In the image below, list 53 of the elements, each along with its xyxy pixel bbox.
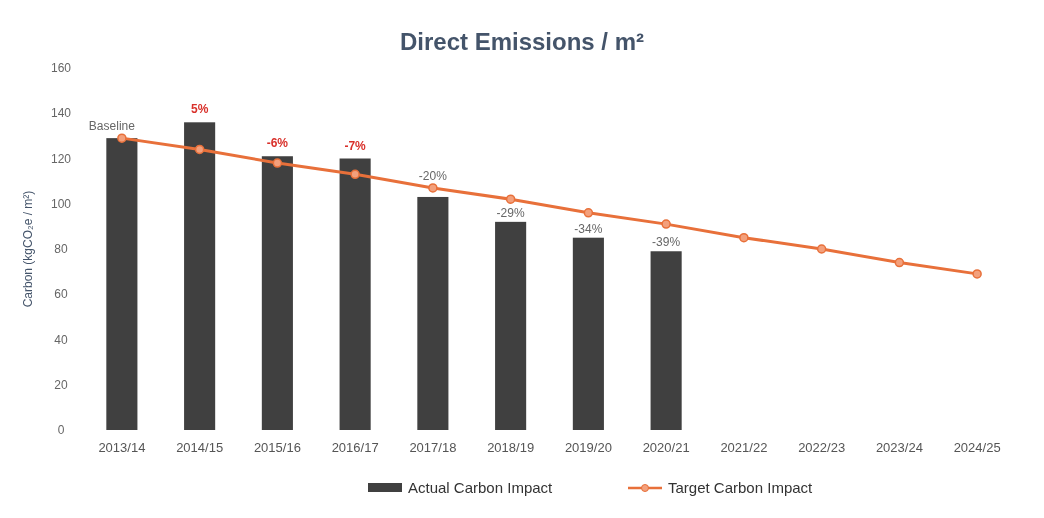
point: [428, 183, 438, 193]
annotation: 5%: [190, 102, 209, 117]
annotation: -39%: [652, 235, 681, 250]
y-axis-title: Carbon (kgCO₂e / m²): [21, 190, 35, 308]
point: [350, 169, 360, 180]
y-tick-label: 0: [57, 423, 65, 437]
point: [583, 208, 594, 218]
x-tick-label: 2021/22: [720, 440, 768, 455]
x-tick-label: 2013/14: [98, 440, 146, 455]
bar: [495, 221, 527, 430]
annotation: -20%: [418, 168, 448, 183]
x-tick-label: 2023/24: [875, 440, 923, 455]
bar: [184, 122, 216, 430]
x-tick-label: 2015/16: [253, 440, 301, 455]
bar: [106, 138, 138, 430]
x-tick-label: 2016/17: [331, 440, 379, 455]
y-tick-label: 20: [54, 377, 68, 392]
legend-label: Actual Carbon Impact: [408, 479, 554, 496]
y-tick-label: 40: [54, 332, 68, 347]
bar: [650, 251, 682, 430]
point: [739, 232, 749, 243]
point: [972, 269, 982, 279]
x-tick-label: 2020/21: [642, 440, 690, 455]
annotation: -34%: [574, 221, 603, 236]
annotation: -6%: [266, 136, 289, 151]
x-tick-label: 2018/19: [487, 440, 535, 455]
x-tick-label: 2014/15: [176, 440, 224, 455]
chart-title: Direct Emissions / m²: [399, 28, 645, 55]
y-tick-label: 160: [50, 61, 72, 75]
x-tick-label: 2019/20: [564, 440, 612, 455]
annotation: Baseline: [88, 119, 136, 134]
x-tick-label: 2022/23: [798, 440, 846, 455]
y-tick-label: 60: [54, 287, 68, 302]
point: [661, 219, 671, 229]
point: [272, 158, 283, 168]
x-tick-label: 2024/25: [953, 440, 1001, 455]
point: [117, 133, 127, 143]
bar: [417, 196, 449, 430]
x-tick-label: 2017/18: [409, 440, 457, 455]
y-tick-label: 80: [54, 242, 68, 256]
bar: [339, 158, 371, 430]
point: [505, 194, 516, 204]
point: [194, 144, 205, 155]
y-tick-label: 140: [50, 106, 72, 121]
bar: [572, 237, 604, 430]
point: [816, 244, 827, 254]
annotation: -7%: [344, 138, 367, 153]
point: [894, 257, 905, 268]
annotation: -29%: [496, 205, 525, 220]
y-tick-label: 120: [50, 151, 72, 166]
bar: [261, 156, 293, 430]
legend-label: Target Carbon Impact: [668, 479, 814, 496]
y-tick-label: 100: [50, 196, 72, 211]
